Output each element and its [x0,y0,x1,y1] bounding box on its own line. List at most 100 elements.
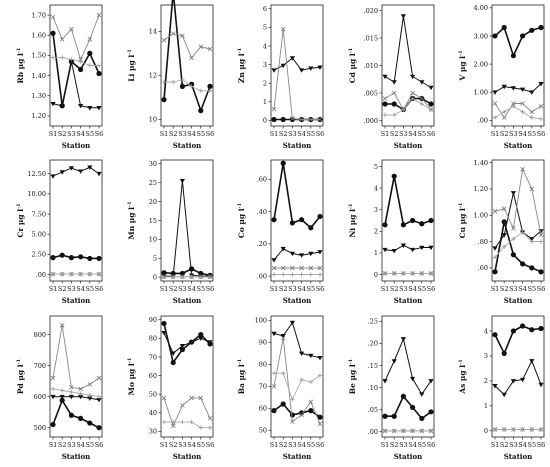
data-point [207,425,213,430]
plot-frame [160,4,214,127]
data-point [428,271,434,276]
data-point [207,83,213,89]
x-tick-label: S3 [288,441,297,449]
x-tick-label: S2 [279,130,288,138]
y-tick-label: 4 [484,327,488,335]
data-point [529,90,535,95]
series-plus [492,230,544,260]
y-axis-title: Mn µg l-1 [127,201,136,239]
series-triangle [271,320,323,361]
data-point [538,325,544,332]
plot-frame [491,315,545,438]
plot-frame [160,159,214,282]
y-tick-label: 2.50 [32,251,46,259]
chart-panel-12: 50 60 70 80 90 100 S1 S2 S3 S4 S5 S6 Station Ba µg l-… [237,315,325,461]
series-line [384,92,432,111]
x-tick-label: S5 [197,130,206,138]
data-point [96,425,102,431]
data-point [78,169,84,174]
x-tick-label: S2 [169,130,178,138]
data-point [198,332,204,338]
data-point [317,414,323,420]
x-tick-label: S4 [518,441,527,449]
data-point [289,320,295,326]
series-circle [50,397,102,431]
data-point [510,328,516,334]
data-point [207,340,213,345]
data-point [179,343,185,349]
data-point [299,377,304,382]
y-tick-label: .15 [368,362,378,370]
y-tick-label: .00 [36,271,46,279]
x-tick-label: S2 [279,441,288,449]
y-tick-label: 15 [149,217,157,225]
data-point [317,213,323,220]
y-tick-label: 5 [263,24,267,32]
x-tick-label: S5 [418,441,427,449]
data-point [299,68,305,73]
y-tick-label: 90 [149,316,157,324]
data-point [59,170,65,175]
y-tick-label: .25 [368,318,378,326]
x-tick-label: S3 [67,441,76,449]
plot-frame [381,4,435,127]
series-triangle [492,359,544,398]
data-point [68,255,74,261]
series-line [274,372,321,401]
data-point [410,247,416,253]
data-point [501,115,507,120]
data-point [170,423,176,429]
data-point [510,53,516,59]
series-circle [161,320,213,366]
data-point [520,427,525,432]
data-point [170,351,176,356]
series-line [163,323,211,365]
x-tick-label: S5 [86,441,95,449]
data-point [161,270,167,276]
y-tick-label: 80 [149,335,157,343]
data-point [382,96,388,101]
data-point [50,255,56,261]
series-triangle [50,394,102,403]
data-point [492,90,498,95]
data-point [271,258,277,263]
data-point [96,12,102,18]
data-point [410,90,415,96]
y-tick-label: 1.00 [474,89,488,97]
y-tick-label: 4 [263,42,267,50]
y-axis-title: Zn µg l-1 [237,48,246,83]
data-point [170,359,176,366]
data-point [50,375,56,381]
x-tick-label: S4 [408,285,417,293]
data-point [492,269,498,275]
data-point [529,237,535,242]
series-plus [271,371,323,402]
data-point [520,230,525,235]
data-point [410,96,415,101]
data-point [520,261,526,267]
data-point [382,112,388,118]
data-point [271,331,277,337]
series-line [273,248,321,261]
data-point [280,26,286,32]
data-point [198,395,204,401]
data-point [180,77,185,82]
data-point [391,359,397,364]
series-line [494,26,542,58]
x-tick-label: S1 [491,130,500,138]
data-point [180,33,185,39]
series-line [494,221,542,273]
x-tick-label: S6 [316,441,325,449]
x-axis-title: Station [173,452,201,461]
data-point [78,59,83,64]
data-point [391,101,397,107]
series-x [271,335,323,427]
data-point [382,222,388,228]
series-line [163,0,211,113]
chart-panel-2: 0 1 2 3 4 5 6 S1 S2 S3 S4 S5 S6 Station Zn µg l-1 [237,4,324,150]
data-point [419,221,425,227]
data-point [308,399,314,405]
data-point [271,272,277,277]
data-point [501,233,507,238]
data-point [538,104,544,109]
